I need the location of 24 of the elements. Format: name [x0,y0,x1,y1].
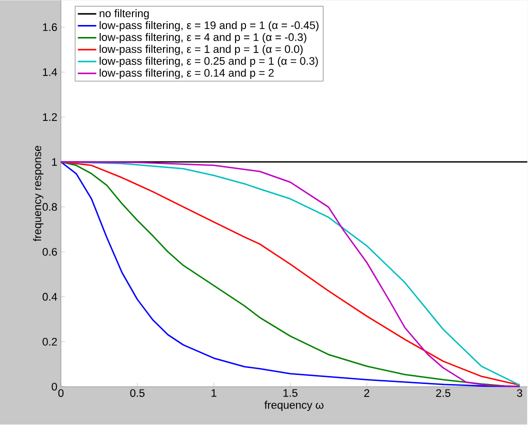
x-tick-label: 2 [364,389,370,398]
y-tick-label: 1.2 [43,113,57,122]
legend-label: low-pass filtering, ε = 0.14 and p = 2 [100,68,274,80]
y-axis-title: frequency response [33,146,44,242]
y-tick-label: 0.2 [42,338,57,346]
y-tick-label: 1.4 [43,68,58,76]
x-axis-title: frequency ω [264,400,324,412]
y-tick-label: 0.6 [42,248,57,256]
y-tick-label: 0.4 [42,293,58,301]
x-tick-label: 0 [58,389,64,398]
y-tick-label: 1 [52,158,57,166]
x-tick-label: 2.5 [436,389,450,398]
legend-label: low-pass filtering, ε = 4 and p = 1 (α = -0.3) [100,33,306,44]
legend-label: low-pass filtering, ε = 19 and p = 1 (α = -0.45) [100,21,318,32]
legend-label: low-pass filtering, ε = 0.25 and p = 1 (α = 0.3) [100,56,318,68]
x-tick-label: 1.5 [284,389,298,398]
x-tick-label: 1 [212,389,216,397]
y-tick-label: 0.8 [42,203,57,211]
y-tick-label: 0 [52,383,57,391]
x-tick-label: 0.5 [130,389,145,398]
y-tick-label: 1.6 [43,23,57,32]
x-tick-label: 3 [517,389,522,398]
legend-label: low-pass filtering, ε = 1 and p = 1 (α = 0.0) [100,45,303,56]
legend-label: no filtering [100,9,149,20]
